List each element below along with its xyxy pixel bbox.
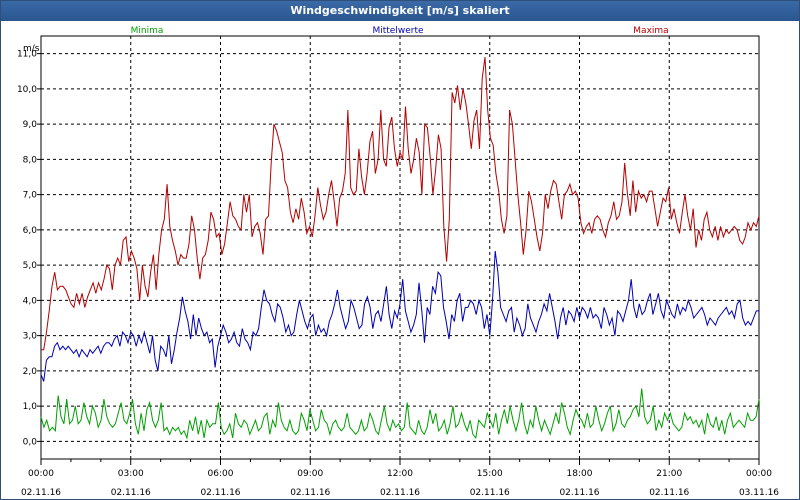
y-tick-label: 7,0	[23, 191, 38, 201]
y-tick-label: 3,0	[23, 332, 38, 342]
window-title: Windgeschwindigkeit [m/s] skaliert	[1, 1, 799, 21]
x-tick-time-label: 21:00	[656, 469, 682, 479]
x-tick-time-label: 18:00	[567, 469, 593, 479]
legend-label-minima: Minima	[131, 26, 164, 36]
series-line-minima	[40, 388, 760, 440]
x-tick-date-label: 02.11.16	[200, 488, 240, 498]
x-tick-date-label: 02.11.16	[290, 488, 330, 498]
y-tick-label: 10,0	[17, 85, 37, 95]
x-tick-time-label: 12:00	[387, 469, 413, 479]
y-tick-label: 11,0	[17, 50, 37, 60]
line-chart: 0,0 1,0 2,0 3,0 4,0 5,0 6,0 7,0 8,0 9,0 10,0 11,0m/…	[17, 26, 779, 498]
y-tick-label: 2,0	[23, 367, 38, 377]
x-tick-time-label: 06:00	[208, 469, 234, 479]
x-tick-date-label: 02.11.16	[649, 488, 689, 498]
y-unit-label: m/s	[23, 44, 40, 54]
x-tick-time-label: 15:00	[477, 469, 503, 479]
legend-label-mittelwerte: Mittelwerte	[372, 26, 423, 36]
x-tick-date-label: 03.11.16	[739, 488, 779, 498]
x-tick-time-label: 00:00	[28, 469, 54, 479]
series-line-mittelwerte	[40, 250, 759, 382]
y-tick-label: 1,0	[23, 402, 38, 412]
x-tick-date-label: 02.11.16	[470, 488, 510, 498]
y-tick-label: 6,0	[23, 226, 38, 236]
x-tick-date-label: 02.11.16	[559, 488, 599, 498]
legend-label-maxima: Maxima	[633, 26, 668, 36]
series-line-maxima	[41, 57, 760, 351]
y-tick-label: 8,0	[23, 155, 38, 165]
x-tick-date-label: 02.11.16	[21, 488, 61, 498]
x-tick-date-label: 02.11.16	[380, 488, 420, 498]
y-tick-label: 5,0	[23, 261, 38, 271]
y-tick-label: 9,0	[23, 120, 38, 130]
x-tick-time-label: 09:00	[297, 469, 323, 479]
x-tick-date-label: 02.11.16	[111, 488, 151, 498]
plot-frame	[40, 35, 760, 460]
x-tick-time-label: 03:00	[118, 469, 144, 479]
y-tick-label: 4,0	[23, 296, 38, 306]
y-tick-label: 0,0	[23, 437, 38, 447]
x-tick-time-label: 00:00	[746, 469, 772, 479]
